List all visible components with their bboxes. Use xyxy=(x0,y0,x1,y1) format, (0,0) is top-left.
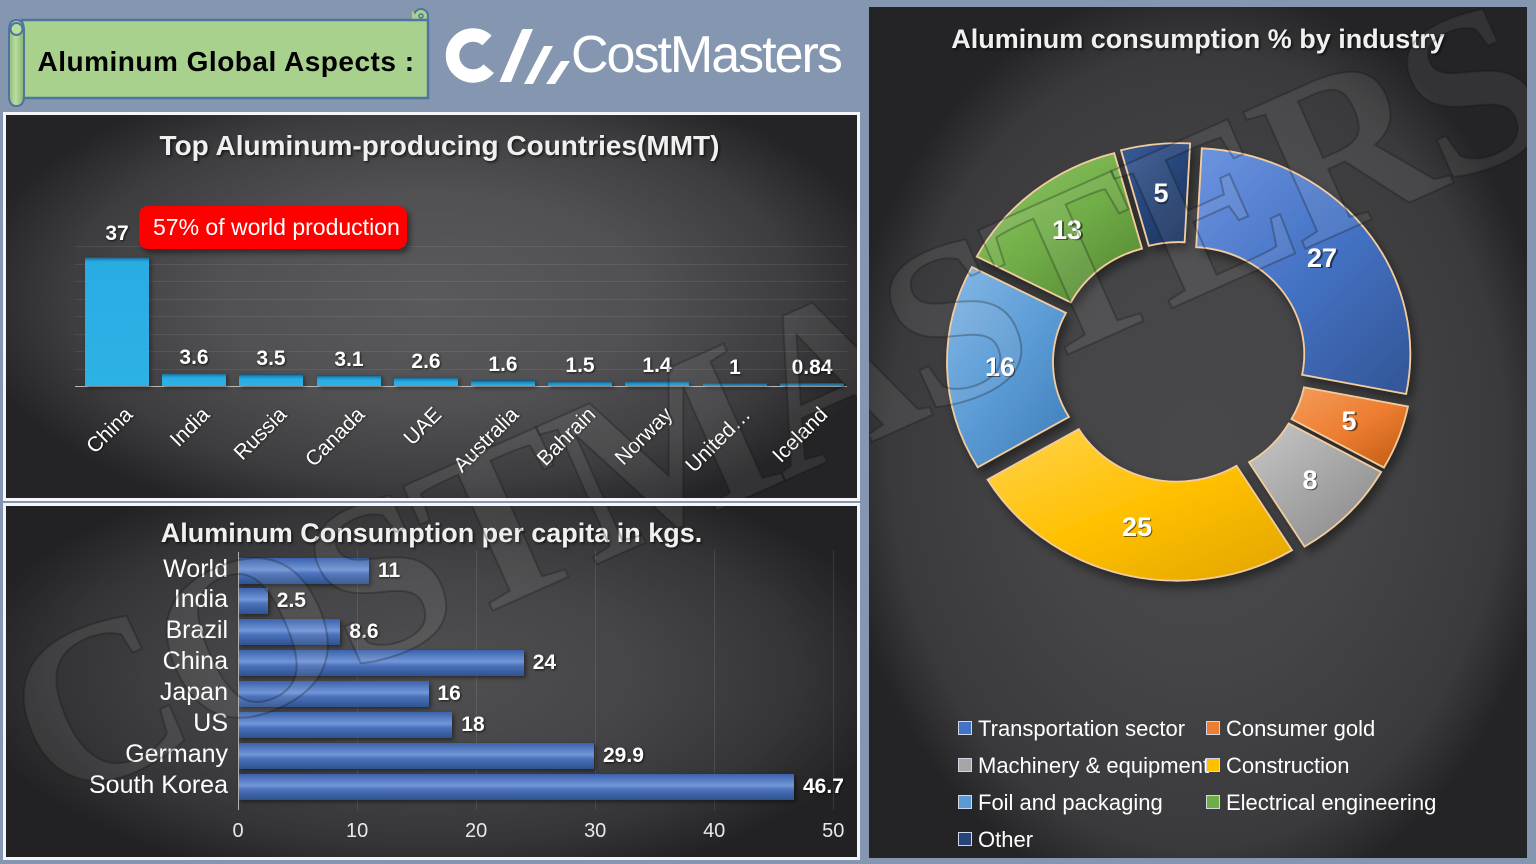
svg-text:25: 25 xyxy=(1122,512,1152,542)
svg-text:25: 25 xyxy=(1123,513,1153,543)
svg-text:13: 13 xyxy=(1054,216,1084,246)
svg-text:16: 16 xyxy=(986,353,1016,383)
svg-text:27: 27 xyxy=(1309,244,1339,274)
svg-text:Aluminum Global Aspects :: Aluminum Global Aspects : xyxy=(37,46,414,77)
svg-text:27: 27 xyxy=(1307,243,1337,273)
svg-text:5: 5 xyxy=(1154,180,1169,210)
svg-text:13: 13 xyxy=(1052,215,1082,245)
svg-text:8: 8 xyxy=(1303,466,1318,496)
svg-text:5: 5 xyxy=(1153,178,1168,208)
svg-text:5: 5 xyxy=(1341,406,1356,436)
svg-text:8: 8 xyxy=(1302,465,1317,495)
svg-text:5: 5 xyxy=(1343,407,1358,437)
svg-text:16: 16 xyxy=(985,352,1015,382)
